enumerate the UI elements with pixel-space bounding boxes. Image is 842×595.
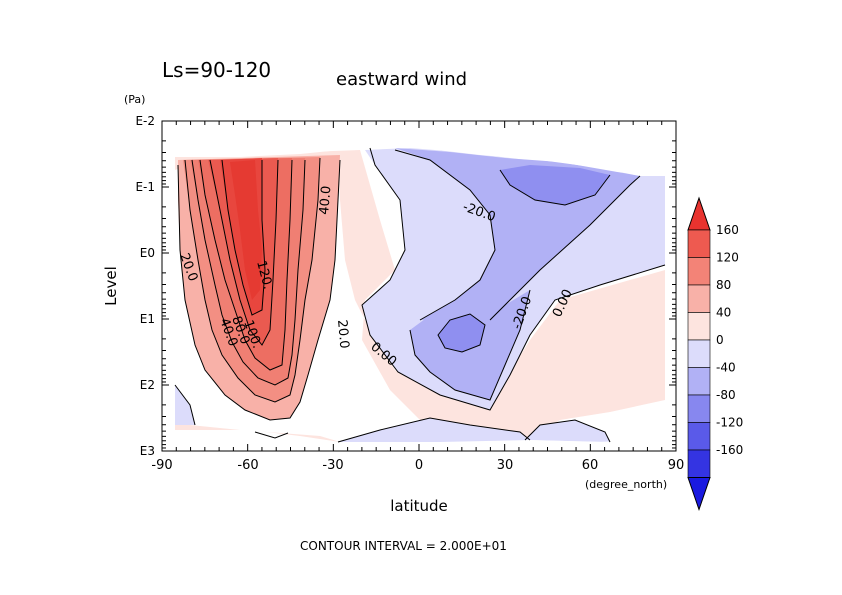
x-tick-label: -60 [237, 458, 258, 473]
fill-0-to-20 [175, 150, 665, 442]
x-tick-labels: -90 -60 -30 0 30 60 90 [151, 458, 684, 473]
colorbar-level-label: 80 [716, 278, 731, 292]
x-unit-label: (degree_north) [585, 478, 667, 491]
contour-line-100 [209, 159, 279, 346]
colorbar-level-label: -40 [716, 361, 736, 375]
contour-line-80 [199, 159, 293, 371]
colorbar-level-label: 0 [716, 333, 724, 347]
contour-line-0-south-surface [174, 384, 196, 426]
colorbar-swatch [687, 367, 711, 396]
colorbar-swatch [687, 284, 711, 313]
y-tick-label: E-2 [135, 114, 155, 128]
contour-line-minus20-upper [394, 149, 496, 321]
contour-label: 40.0 [317, 185, 334, 215]
fill-minus40-lower-core [438, 314, 485, 352]
colorbar-max-arrow [687, 196, 711, 231]
contour-line-20-westerly [177, 159, 341, 421]
missing-left [162, 121, 175, 451]
contour-line-minus40-core [437, 313, 486, 353]
contour-line-60 [191, 159, 306, 386]
contour-label: 120. [253, 259, 275, 291]
x-tick-label: -90 [151, 458, 172, 473]
axis-ticks [161, 120, 677, 452]
fill-0-to-minus40-south [175, 385, 195, 425]
colorbar-swatch [687, 312, 711, 341]
missing-bottom [162, 424, 676, 451]
x-tick-label: -30 [322, 458, 343, 473]
fill-0-to-minus40-lower [338, 418, 530, 442]
colorbar-level-label: -120 [716, 416, 743, 430]
colorbar-min-arrow [687, 477, 711, 512]
x-tick-label: 90 [668, 458, 685, 473]
colorbar [687, 196, 711, 512]
contour-line-0-central [361, 147, 666, 411]
chart-title: eastward wind [336, 69, 467, 90]
missing-top [162, 121, 676, 176]
contour-line-minus20-core [409, 289, 531, 401]
contour-line-120 [221, 159, 266, 316]
fill-140-plus [230, 160, 262, 300]
x-tick-label: 60 [582, 458, 599, 473]
contour-label: 20.0 [334, 319, 351, 349]
contour-interval-footer: CONTOUR INTERVAL = 2.000E+01 [300, 539, 507, 553]
contour-line-40 [184, 157, 321, 403]
y-axis-label: Level [102, 266, 120, 306]
contour-line-minus40-upper [499, 169, 611, 206]
colorbar-swatch [687, 257, 711, 286]
contour-line-0-surface-dip [254, 431, 289, 439]
y-tick-labels: E-2 E-1 E0 E1 E2 E3 [135, 114, 155, 458]
colorbar-level-label: -80 [716, 388, 736, 402]
y-tick-label: E-1 [135, 180, 155, 194]
colorbar-swatch [687, 229, 711, 258]
y-tick-label: E1 [140, 312, 155, 326]
colorbar-level-label: 120 [716, 251, 739, 265]
season-label: Ls=90-120 [162, 58, 271, 82]
filled-contours [175, 148, 665, 442]
colorbar-swatch [687, 339, 711, 368]
y-tick-label: E3 [140, 444, 155, 458]
x-tick-label: 30 [497, 458, 514, 473]
x-axis-label: latitude [390, 497, 448, 515]
missing-right [665, 121, 676, 451]
colorbar-level-label: 40 [716, 306, 731, 320]
colorbar-labels: 160 120 80 40 0 -40 -80 -120 -160 [716, 223, 743, 457]
colorbar-swatch [687, 422, 711, 451]
missing-data [162, 121, 676, 451]
y-unit-label: (Pa) [124, 93, 145, 106]
colorbar-level-label: -160 [716, 443, 743, 457]
y-tick-label: E2 [140, 378, 155, 392]
contour-line-0-lower [337, 417, 531, 443]
colorbar-swatch [687, 449, 711, 478]
x-tick-label: 0 [415, 458, 423, 473]
y-tick-label: E0 [140, 246, 155, 260]
colorbar-swatch [687, 394, 711, 423]
contour-line-minus20-upper-b [489, 175, 641, 321]
colorbar-level-label: 160 [716, 223, 739, 237]
contour-line-0-nh-surface [524, 419, 611, 443]
contour-lines [174, 147, 666, 443]
